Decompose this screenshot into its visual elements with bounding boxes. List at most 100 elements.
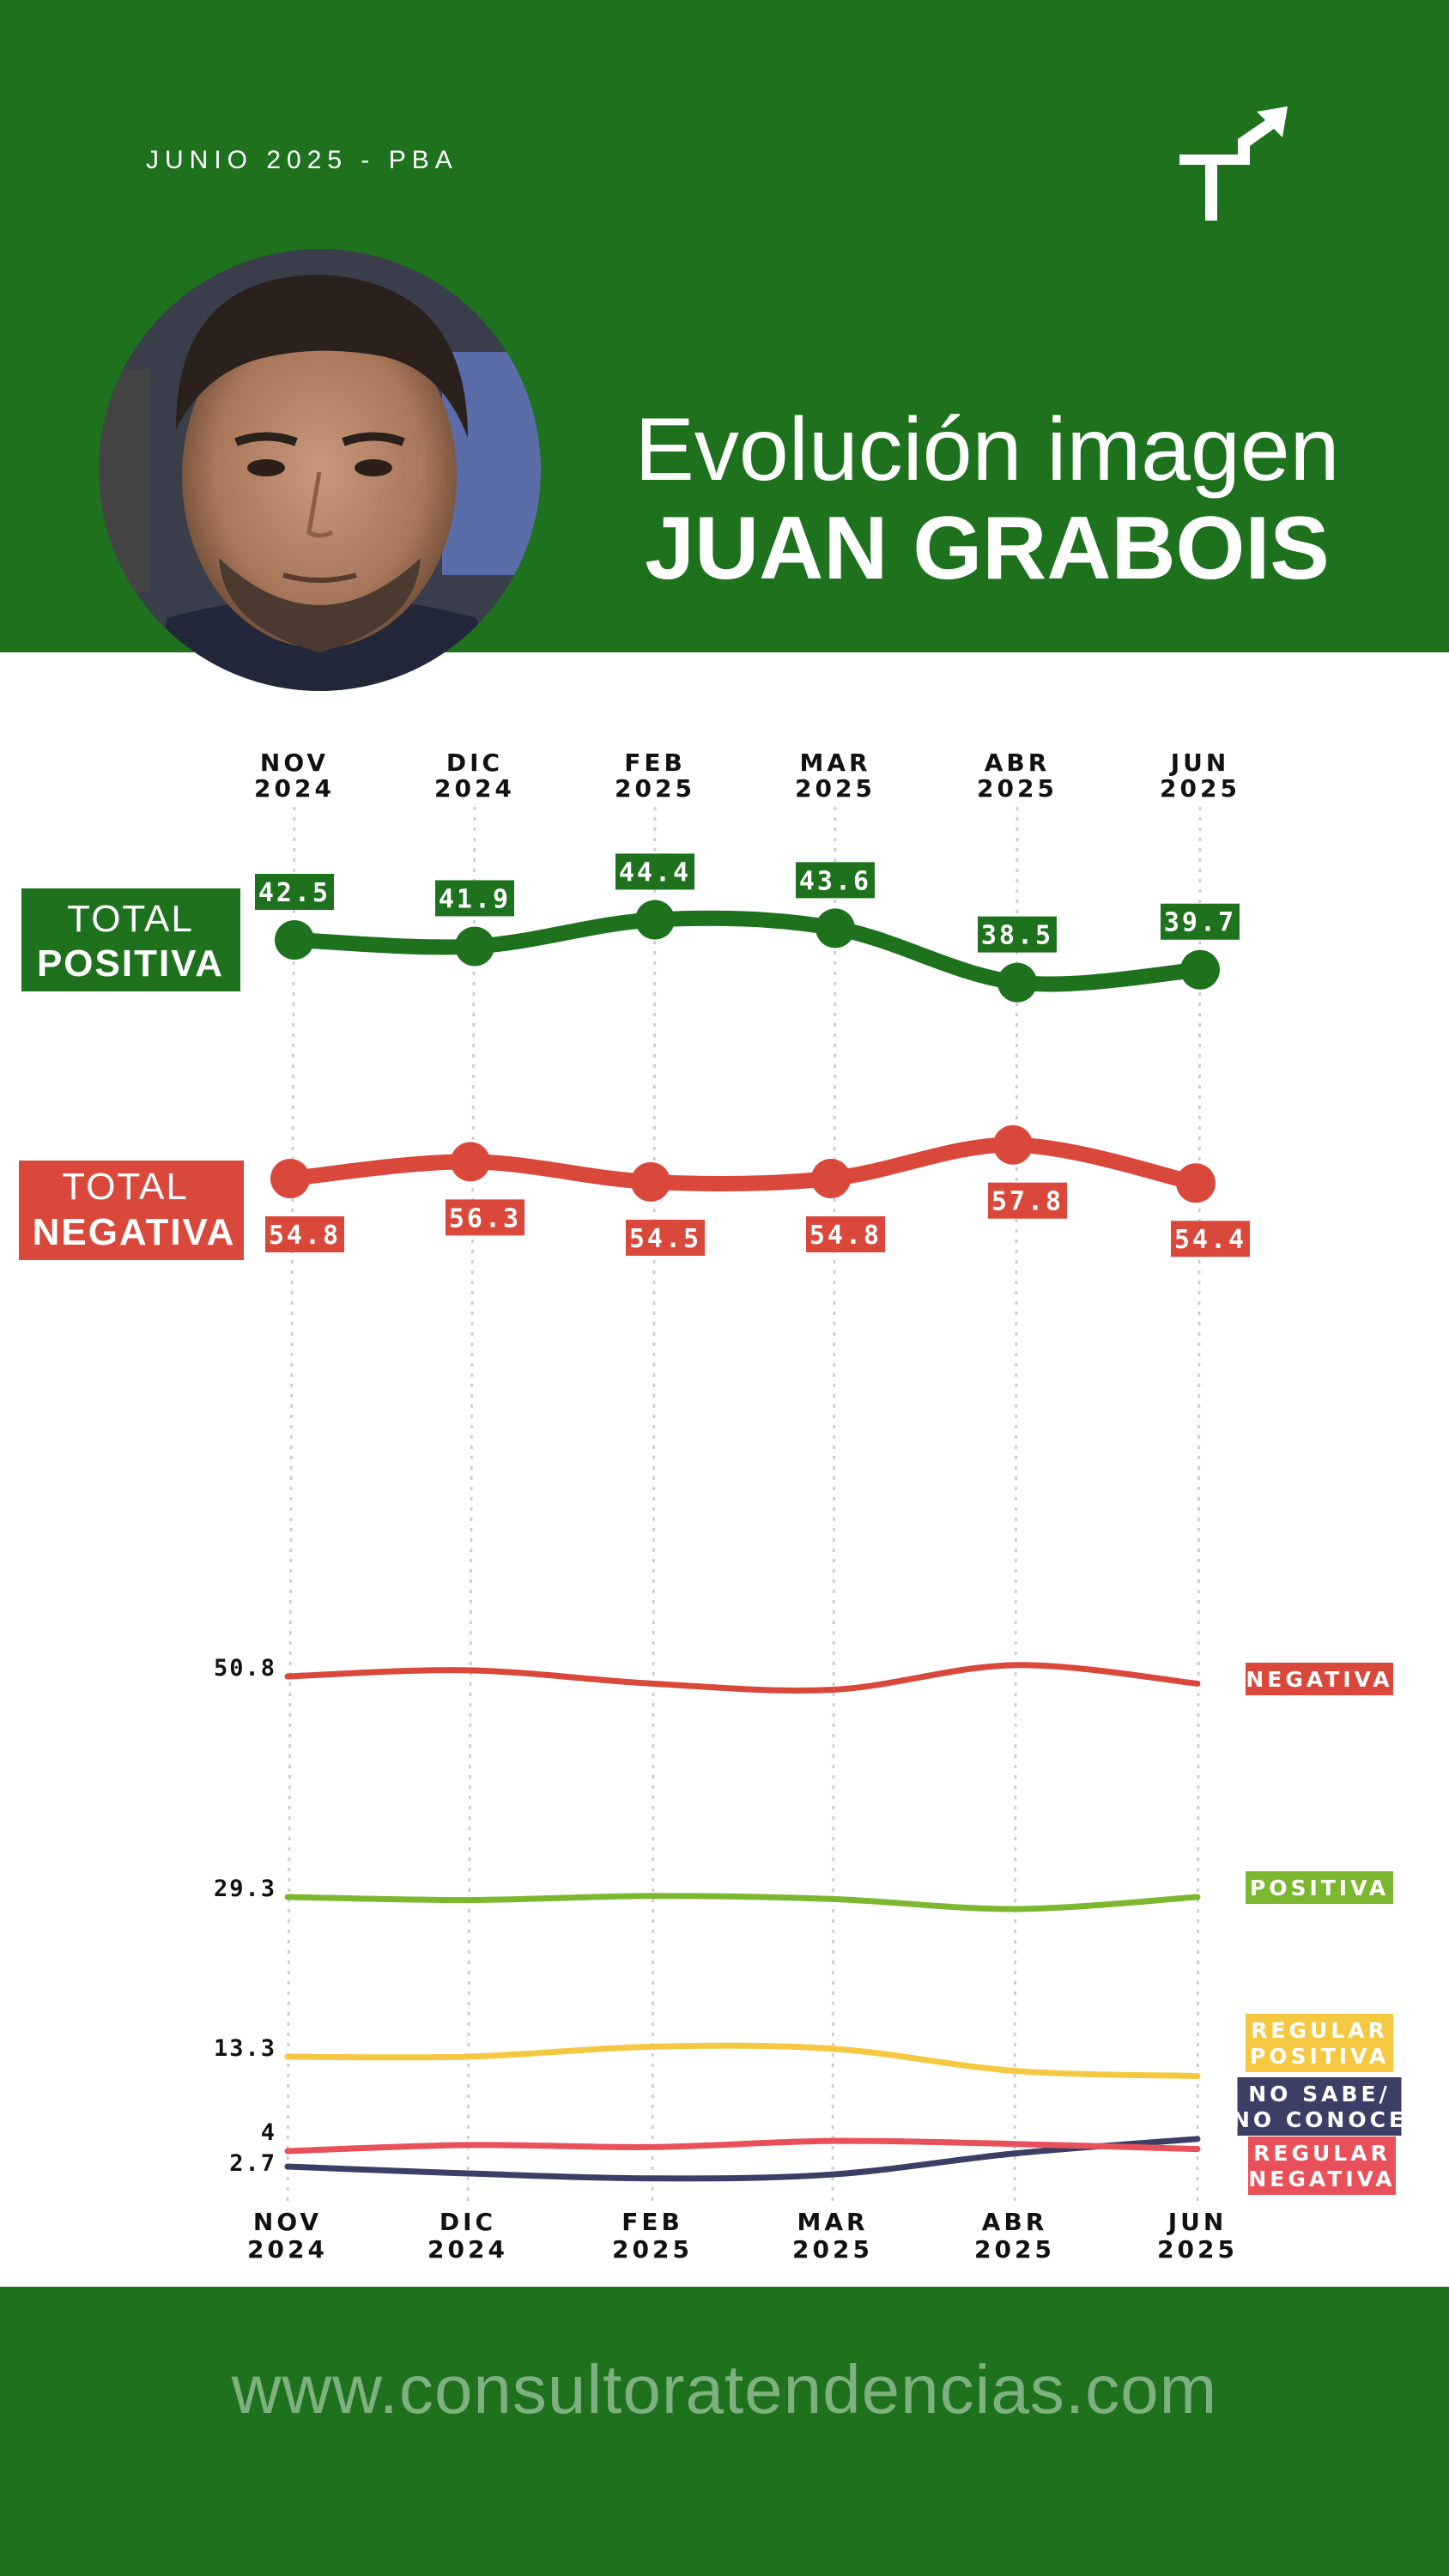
gridline <box>651 806 657 2207</box>
series-tag-regular-negativa-line: NEGATIVA <box>1248 2167 1395 2191</box>
title-line-2: JUAN GRABOIS <box>645 499 1330 598</box>
month-label-bottom: JUN <box>1167 2208 1228 2236</box>
series-line-no-sabe-no-conoce <box>284 2136 1201 2182</box>
data-point-total-positiva <box>997 962 1037 1003</box>
series-tag-regular-positiva-line: POSITIVA <box>1250 2044 1389 2069</box>
series-line-negativa <box>284 1662 1201 1694</box>
data-label-total-negativa-bg <box>806 1216 885 1252</box>
gridline <box>286 806 296 2207</box>
gridline <box>466 806 476 2207</box>
data-label-total-positiva-bg <box>796 862 875 899</box>
month-label-bottom: FEB <box>621 2208 683 2236</box>
year-label: 2025 <box>795 774 876 803</box>
series-line-total-negativa <box>282 1136 1203 1192</box>
first-point-label: 50.8 <box>214 1655 276 1682</box>
series-tag-positiva-line: POSITIVA <box>1250 1876 1389 1900</box>
data-label-total-positiva: 43.6 <box>799 866 871 896</box>
month-label-bottom: NOV <box>253 2208 322 2236</box>
footer-url: www.consultoratendencias.com <box>231 2351 1218 2428</box>
data-point-total-positiva <box>275 920 314 960</box>
data-label-total-positiva: 41.9 <box>439 884 511 914</box>
date-tag: JUNIO 2025 - PBA <box>146 146 458 174</box>
data-label-total-negativa: 57.8 <box>991 1187 1064 1217</box>
series-line-regular-positiva <box>284 2042 1201 2079</box>
data-label-total-positiva-bg <box>435 880 514 917</box>
data-point-total-positiva <box>815 908 855 949</box>
data-label-total-positiva: 42.5 <box>258 878 330 908</box>
series-tag-no-sabe-no-conoce-line: NO SABE/ <box>1248 2082 1391 2106</box>
month-label: ABR <box>985 749 1051 777</box>
year-label: 2025 <box>615 774 695 803</box>
series-name-total-negativa: TOTAL <box>62 1166 189 1208</box>
year-label-bottom: 2024 <box>247 2235 328 2264</box>
series-tag-regular-positiva-bg <box>1246 2014 1393 2072</box>
data-label-total-positiva-bg <box>255 874 334 910</box>
year-label-bottom: 2025 <box>974 2235 1055 2264</box>
first-point-label: 2.7 <box>229 2150 276 2177</box>
series-tag-no-sabe-no-conoce-line: NO CONOCE <box>1232 2107 1407 2132</box>
year-label-bottom: 2025 <box>612 2235 693 2264</box>
series-tag-regular-positiva-line: REGULAR <box>1251 2018 1388 2043</box>
series-name-total-negativa-bg <box>19 1161 244 1260</box>
data-label-total-negativa: 54.4 <box>1174 1225 1246 1255</box>
data-point-total-negativa <box>1176 1163 1216 1203</box>
series-name-total-positiva-bg <box>21 888 240 991</box>
month-label: NOV <box>260 749 329 777</box>
title-line-1: Evolución imagen <box>634 400 1340 500</box>
data-label-total-positiva-bg <box>978 916 1057 953</box>
data-label-total-positiva: 38.5 <box>981 921 1053 951</box>
data-label-total-negativa-bg <box>626 1219 705 1256</box>
data-label-total-negativa-bg <box>446 1199 524 1236</box>
series-tag-regular-negativa-line: REGULAR <box>1253 2141 1391 2166</box>
year-label-bottom: 2024 <box>427 2235 508 2264</box>
series-tag-no-sabe-no-conoce-bg <box>1237 2077 1402 2136</box>
data-label-total-positiva-bg <box>1161 903 1240 940</box>
data-label-total-negativa-bg <box>265 1216 344 1252</box>
year-label: 2024 <box>434 774 515 803</box>
month-label-bottom: ABR <box>982 2208 1048 2236</box>
tendencias-logo-icon <box>1179 106 1288 221</box>
series-line-regular-negativa <box>284 2137 1201 2155</box>
data-point-total-negativa <box>811 1159 851 1198</box>
series-name-total-positiva: TOTAL <box>67 898 194 940</box>
year-label: 2025 <box>977 774 1058 803</box>
series-tag-positiva-bg <box>1246 1871 1393 1904</box>
first-point-label: 13.3 <box>214 2035 276 2062</box>
series-line-positiva <box>284 1893 1201 1912</box>
month-label: JUN <box>1169 749 1230 777</box>
year-label: 2024 <box>254 774 335 803</box>
gridline <box>831 806 837 2207</box>
data-point-total-negativa <box>451 1142 490 1182</box>
data-point-total-positiva <box>635 900 675 940</box>
first-point-label: 29.3 <box>214 1876 276 1902</box>
data-point-total-positiva <box>1180 949 1220 990</box>
data-point-total-negativa <box>993 1124 1033 1165</box>
month-label-bottom: MAR <box>797 2208 868 2236</box>
month-label: MAR <box>799 749 870 777</box>
data-point-total-positiva <box>455 926 494 967</box>
series-tag-negativa-bg <box>1246 1663 1393 1695</box>
data-label-total-negativa-bg <box>988 1182 1067 1219</box>
series-name-total-negativa: NEGATIVA <box>33 1211 236 1253</box>
series-tag-regular-negativa-bg <box>1248 2137 1396 2195</box>
year-label-bottom: 2025 <box>1157 2235 1238 2264</box>
data-label-total-positiva: 44.4 <box>619 858 691 888</box>
footer-banner <box>0 2287 1449 2576</box>
data-label-total-negativa: 54.8 <box>269 1221 341 1251</box>
data-point-total-negativa <box>631 1161 670 1202</box>
gridline <box>1013 806 1019 2207</box>
data-label-total-positiva: 39.7 <box>1164 908 1236 938</box>
month-label-bottom: DIC <box>440 2208 496 2236</box>
gridline <box>1196 806 1202 2207</box>
data-label-total-negativa-bg <box>1171 1221 1250 1258</box>
month-label: DIC <box>446 749 503 777</box>
data-point-total-negativa <box>270 1159 310 1198</box>
data-label-total-negativa: 54.5 <box>629 1224 701 1254</box>
data-label-total-negativa: 56.3 <box>449 1203 521 1233</box>
series-tag-negativa-line: NEGATIVA <box>1246 1667 1392 1692</box>
data-label-total-negativa: 54.8 <box>809 1221 882 1251</box>
year-label: 2025 <box>1160 774 1240 803</box>
first-point-label: 4 <box>261 2119 276 2146</box>
data-label-total-positiva-bg <box>615 853 694 890</box>
evolution-chart: NOV2024DIC2024FEB2025MAR2025ABR2025JUN20… <box>19 749 1407 2264</box>
